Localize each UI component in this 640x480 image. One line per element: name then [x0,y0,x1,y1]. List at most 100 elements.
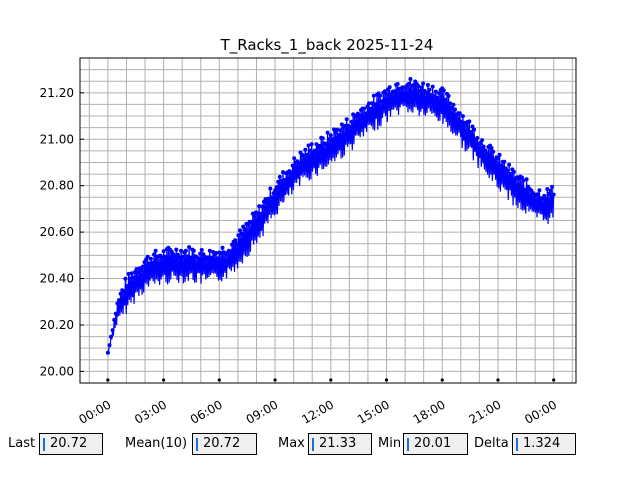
data-point [448,101,453,106]
data-point [418,89,422,93]
data-point [187,245,192,250]
data-point [424,90,429,95]
x-tick-label: 18:00 [411,397,448,426]
data-point [535,192,540,197]
data-point [543,196,548,201]
data-point [384,92,389,97]
data-point [484,151,489,156]
data-point [296,161,301,165]
data-point [260,204,265,209]
y-tick-label: 20.00 [40,364,74,378]
data-point [367,101,371,106]
data-point [282,178,287,182]
data-point [132,270,137,275]
data-point [242,227,247,232]
data-point [263,197,268,202]
y-tick-label: 20.20 [40,318,74,332]
x-tick [384,378,389,382]
data-point [117,298,121,303]
data-point [183,248,188,253]
data-point [317,143,322,148]
data-point [320,136,325,141]
data-point [378,93,383,98]
data-point [419,85,424,90]
x-tick [496,378,500,382]
data-point [228,249,233,254]
data-point [271,191,276,196]
mean-label: Mean(10) [125,436,188,451]
data-point [545,187,550,191]
data-point [441,88,446,93]
data-point [148,256,153,261]
data-point [524,177,529,182]
data-point [519,175,524,180]
data-point [233,238,238,243]
x-tick [329,378,333,382]
data-point [255,211,260,216]
data-point [304,152,309,157]
min-value-field: 20.01 [403,433,468,455]
data-point [123,276,128,281]
data-point [258,211,263,216]
data-point [433,89,438,94]
delta-value-field: 1.324 [512,433,576,455]
data-point [457,111,462,116]
data-point [172,253,177,258]
plot-frame [79,57,577,384]
last-value-field: 20.72 [39,433,103,455]
data-point [199,248,204,252]
data-point [257,204,262,209]
data-point [163,254,168,259]
data-point [129,271,134,276]
data-point [266,196,271,201]
data-point [324,141,328,146]
data-point [546,191,551,196]
data-point [249,220,254,225]
data-point [206,255,211,260]
data-point [453,107,457,112]
data-point [220,245,225,250]
data-point [121,289,126,294]
y-tick-label: 21.20 [40,86,74,100]
x-axis: 00:00 03:00 06:00 09:00 12:00 15:00 18:00 21:00… [76,378,559,427]
data-point [107,343,112,348]
data-point [387,85,392,90]
data-point [344,117,349,122]
data-point [131,275,136,280]
data-point [160,255,164,260]
data-point [416,84,421,89]
x-tick [552,378,556,382]
data-point [373,102,378,107]
data-point [128,276,133,281]
data-point [548,188,553,193]
data-point [238,228,242,233]
data-point [136,270,141,275]
data-point [499,163,504,168]
x-tick-label: 12:00 [299,397,336,426]
data-point [174,247,179,252]
data-point [269,195,274,200]
data-point [303,147,308,152]
data-point [327,137,332,142]
max-value-field: 21.33 [308,433,372,455]
data-point [336,132,341,137]
x-tick-label: 09:00 [244,397,281,426]
data-point [481,144,486,149]
data-point [207,248,212,253]
data-point [236,233,241,238]
x-tick [217,378,221,382]
x-tick [106,378,110,382]
data-point [496,156,500,160]
data-point [301,153,306,158]
data-point [365,104,370,109]
data-point [550,184,555,189]
data-point [551,192,556,197]
data-point [308,148,313,153]
data-point [118,291,123,296]
data-point [191,248,196,253]
data-point [180,254,185,259]
data-point [343,123,348,128]
x-tick-label: 03:00 [132,397,169,426]
min-label: Min [378,436,402,451]
